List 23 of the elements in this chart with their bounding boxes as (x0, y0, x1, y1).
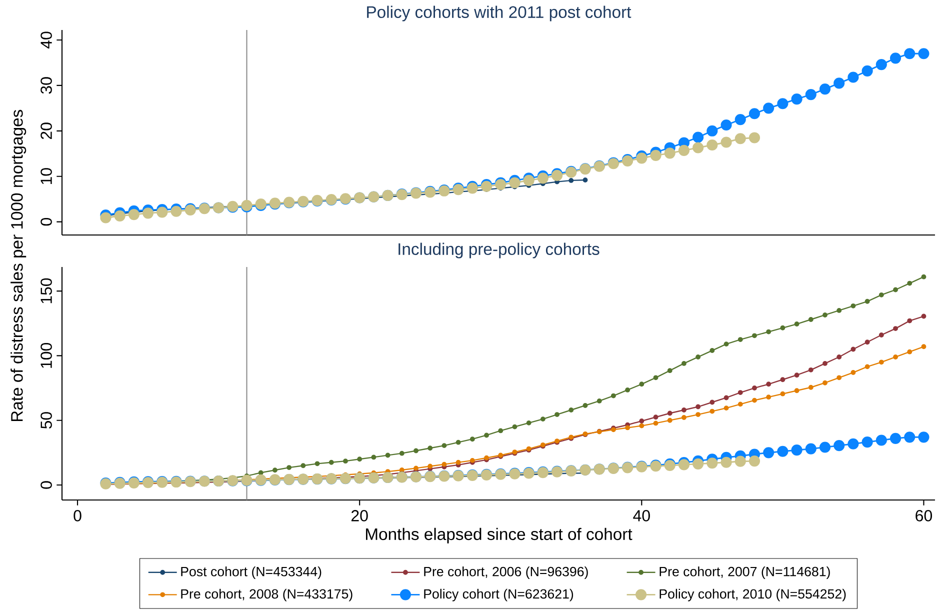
legend-label: Policy cohort (N=623621) (424, 588, 574, 602)
y-tick-label: 0 (40, 218, 52, 226)
y-tick-label: 0 (40, 481, 52, 489)
legend-label: Post cohort (N=453344) (181, 566, 322, 579)
legend-label: Pre cohort, 2006 (N=96396) (424, 566, 588, 579)
chart-title: Including pre-policy cohorts (398, 242, 600, 258)
x-tick-label: 0 (74, 510, 82, 522)
x-tick-label: 40 (633, 510, 650, 522)
chart-title: Policy cohorts with 2011 post cohort (367, 6, 632, 22)
y-tick-label: 10 (40, 168, 52, 184)
x-axis-title: Months elapsed since start of cohort (366, 528, 632, 544)
y-tick-label: 100 (40, 342, 52, 368)
y-tick-label: 40 (40, 32, 52, 49)
x-tick-label: 20 (351, 510, 368, 522)
y-tick-label: 20 (40, 122, 52, 140)
y-axis-title: Rate of distress sales per 1000 mortgages (10, 110, 26, 422)
y-tick-label: 150 (40, 278, 52, 304)
legend-label: Policy cohort, 2010 (N=554252) (660, 588, 846, 602)
legend-label: Pre cohort, 2008 (N=433175) (181, 588, 352, 602)
y-tick-label: 30 (40, 77, 52, 94)
legend-label: Pre cohort, 2007 (N=114681) (660, 566, 830, 579)
x-tick-label: 60 (916, 510, 932, 522)
y-tick-label: 50 (40, 412, 52, 429)
